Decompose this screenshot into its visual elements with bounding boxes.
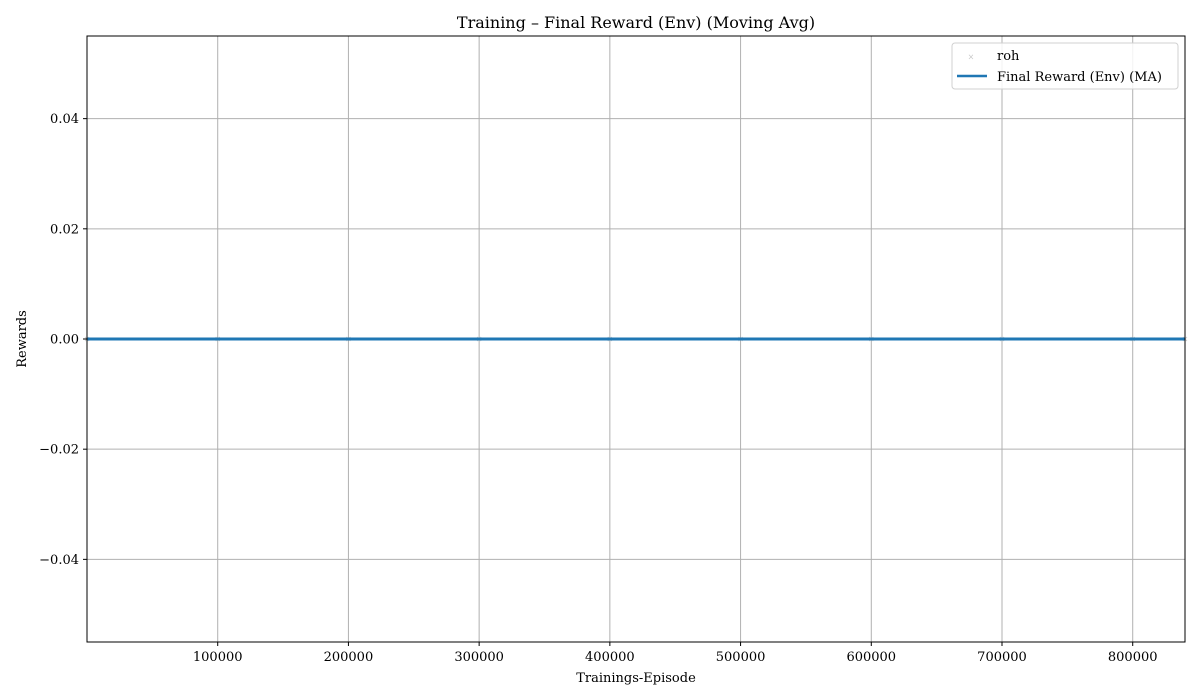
y-tick-label: 0.00 <box>50 333 79 348</box>
x-tick-label: 600000 <box>846 650 896 665</box>
y-tick-label: 0.04 <box>50 112 79 127</box>
legend-marker-roh: × <box>968 53 975 62</box>
x-axis-ticks: 100000 200000 300000 400000 500000 600000 7000… <box>193 642 1158 665</box>
x-tick-label: 800000 <box>1108 650 1158 665</box>
x-tick-label: 200000 <box>324 650 374 665</box>
x-tick-label: 400000 <box>585 650 635 665</box>
chart-title: Training – Final Reward (Env) (Moving Av… <box>457 13 815 32</box>
legend-label-roh: roh <box>997 49 1020 64</box>
y-axis-ticks: 0.04 0.02 0.00 −0.02 −0.04 <box>39 112 87 568</box>
legend-box <box>951 42 1179 90</box>
x-tick-label: 700000 <box>977 650 1027 665</box>
x-axis-label: Trainings-Episode <box>576 671 696 686</box>
legend: × roh Final Reward (Env) (MA) <box>951 42 1179 90</box>
y-tick-label: −0.02 <box>39 443 79 458</box>
legend-label-ma: Final Reward (Env) (MA) <box>997 70 1162 85</box>
y-tick-label: 0.02 <box>50 222 79 237</box>
x-tick-label: 100000 <box>193 650 243 665</box>
y-tick-label: −0.04 <box>39 553 79 568</box>
x-tick-label: 500000 <box>716 650 766 665</box>
x-tick-label: 300000 <box>454 650 504 665</box>
y-axis-label: Rewards <box>15 310 30 368</box>
plot-series <box>84 336 1188 342</box>
